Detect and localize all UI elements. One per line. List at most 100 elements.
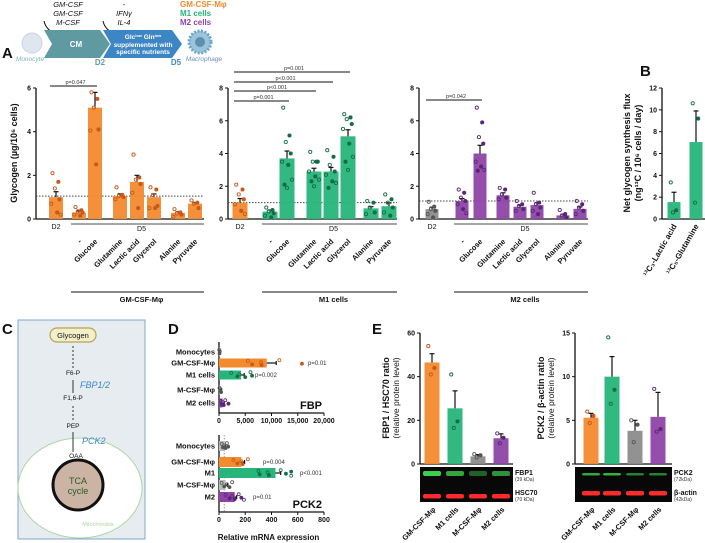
- blot-band-red: [603, 491, 621, 496]
- cytokine-left-3: M-CSF: [56, 18, 80, 27]
- western-blot: [420, 467, 513, 502]
- data-point: [449, 372, 454, 377]
- day-label-d5: D5: [329, 226, 338, 233]
- y-tick-label: 12: [649, 86, 657, 93]
- data-point: [536, 212, 541, 217]
- category-label: -: [75, 237, 83, 245]
- data-point: [432, 365, 437, 370]
- data-point: [52, 186, 57, 191]
- data-point: [189, 198, 194, 203]
- data-point: [154, 187, 159, 192]
- data-point: [581, 208, 586, 213]
- cytokine-left-1: GM-CSF: [53, 0, 83, 9]
- blot-band-green: [626, 473, 644, 476]
- data-point: [89, 90, 94, 95]
- data-point: [155, 203, 160, 208]
- y-tick-label: 4: [410, 151, 414, 158]
- bar: [219, 370, 242, 380]
- data-point: [80, 210, 85, 215]
- monocyte-icon: [21, 32, 43, 54]
- x-axis-label: Relative mRNA expression: [218, 533, 320, 542]
- p-value-label: p=0.004: [263, 460, 286, 466]
- data-point: [390, 205, 395, 210]
- data-point: [289, 473, 294, 478]
- data-point: [316, 177, 322, 182]
- significance-label: p=0.042: [446, 94, 466, 100]
- data-point: [520, 202, 525, 207]
- data-point: [612, 387, 617, 392]
- data-point: [461, 207, 466, 212]
- bar: [496, 195, 510, 219]
- data-point: [230, 480, 235, 485]
- group-label: M1 cells: [319, 295, 348, 304]
- chart-title: FBP: [300, 400, 322, 412]
- y-tick-label: 4: [653, 173, 657, 180]
- cytokine-left-2: GM-CSF: [53, 9, 83, 18]
- data-point: [250, 373, 254, 378]
- category-label: Monocytes: [176, 348, 215, 357]
- data-point: [480, 120, 485, 125]
- bar: [171, 212, 185, 219]
- day2-label: D2: [95, 58, 106, 67]
- data-point: [282, 182, 287, 187]
- cm-arrow-shape: [44, 30, 110, 58]
- category-label: GM-CSF-Mφ: [171, 359, 215, 368]
- data-point: [654, 429, 659, 434]
- data-point: [608, 401, 613, 406]
- data-point: [690, 101, 695, 106]
- data-point: [585, 409, 590, 414]
- data-point: [365, 198, 370, 204]
- data-point: [264, 205, 269, 210]
- legend-gm: GM-CSF-Mφ: [180, 0, 227, 9]
- data-point: [476, 135, 481, 140]
- bar-chart-7: [572, 332, 672, 465]
- data-point: [538, 205, 543, 210]
- data-point: [310, 159, 315, 164]
- data-point: [279, 159, 285, 164]
- pathway-diagram: Glycogen F6-P FBP1/2 F1,6-P PEP PCK2 OAA…: [17, 319, 146, 540]
- data-point: [121, 195, 126, 200]
- data-point: [116, 194, 121, 199]
- bar-chart-2: [416, 87, 588, 220]
- data-point: [432, 204, 437, 209]
- bar: [340, 136, 356, 219]
- data-point: [330, 179, 335, 184]
- day5-label: D5: [171, 58, 182, 67]
- y-tick-label: 6: [219, 118, 223, 125]
- cm-label: CM: [70, 40, 83, 49]
- day-label-d2: D2: [236, 224, 245, 231]
- significance-label: p=0.001: [253, 95, 273, 101]
- cycle-label: cycle: [68, 486, 89, 496]
- bar: [219, 468, 276, 478]
- data-point: [537, 200, 542, 205]
- data-point: [456, 187, 461, 192]
- data-point: [388, 213, 393, 218]
- data-point: [227, 485, 232, 490]
- data-point: [219, 390, 224, 395]
- data-point: [389, 197, 394, 202]
- blot-band-green: [603, 473, 621, 476]
- macrophage-label: Macrophage: [186, 56, 223, 63]
- data-point: [217, 349, 222, 354]
- y-tick-label: 40: [407, 374, 415, 381]
- x-tick-label: 10,000: [261, 418, 283, 425]
- category-label: M-CSF-Mφ: [177, 481, 215, 490]
- category-label: Monocytes: [176, 442, 215, 451]
- data-point: [455, 419, 460, 424]
- y-axis-label-units: (ng¹³C / 10⁶ cells / day): [633, 105, 643, 202]
- data-point: [231, 457, 236, 462]
- y-tick-label: 5: [566, 418, 570, 425]
- data-point: [383, 192, 388, 197]
- data-point: [75, 209, 80, 214]
- bar: [113, 196, 127, 219]
- y-tick-label: 0: [653, 217, 657, 224]
- blot-label-2: β-actin: [674, 490, 697, 497]
- y-axis-label: Net glycogen synthesis flux: [622, 93, 632, 212]
- x-tick-label: 400: [266, 517, 278, 524]
- tca-cycle-icon: [51, 458, 105, 512]
- day-label-d5: D5: [137, 226, 146, 233]
- data-point: [463, 198, 468, 204]
- data-point: [591, 413, 596, 419]
- data-point: [514, 198, 519, 204]
- data-point: [606, 335, 611, 340]
